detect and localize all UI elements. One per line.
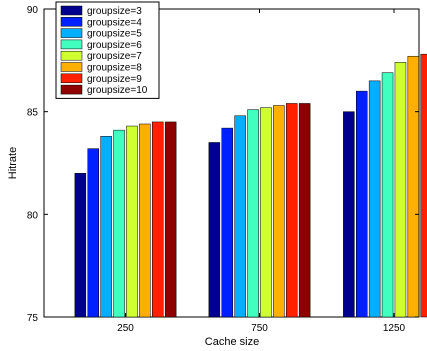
y-axis-title: Hitrate	[7, 147, 19, 179]
bar-groupsize-5-cache-750	[234, 115, 246, 318]
bar-groupsize-8-cache-250	[139, 123, 151, 318]
legend-label: groupsize=8	[87, 63, 142, 74]
y-tick-label: 90	[27, 5, 39, 16]
bar-groupsize-9-cache-750	[286, 103, 298, 318]
legend-label: groupsize=9	[87, 74, 142, 85]
legend-label: groupsize=5	[87, 29, 142, 40]
legend-swatch	[60, 84, 83, 95]
legend-label: groupsize=3	[87, 6, 142, 17]
bar-groupsize-3-cache-750	[208, 142, 221, 318]
y-tick-label: 75	[27, 313, 39, 324]
x-axis-title: Cache size	[205, 336, 259, 348]
x-tick-label: 250	[117, 323, 134, 334]
bar-groupsize-9-cache-250	[152, 121, 164, 318]
legend-label: groupsize=6	[87, 40, 142, 51]
legend-swatch	[60, 73, 83, 84]
legend-swatch	[60, 28, 83, 38]
legend-label: groupsize=7	[87, 51, 142, 62]
legend-swatch	[60, 5, 83, 16]
legend: groupsize=3groupsize=4groupsize=5groupsi…	[55, 1, 160, 99]
bar-groupsize-4-cache-750	[221, 127, 233, 318]
legend-label: groupsize=4	[87, 17, 142, 28]
y-tick-label: 85	[27, 108, 39, 119]
bar-groupsize-4-cache-250	[87, 148, 99, 318]
bar-groupsize-3-cache-250	[74, 173, 87, 318]
ticks-layer: 75 80 85 90 250 750 1250	[27, 5, 419, 334]
bar-groupsize-5-cache-1250	[368, 80, 381, 318]
legend-swatch	[60, 39, 83, 50]
bar-groupsize-10-cache-750	[298, 103, 311, 318]
bar-groupsize-8-cache-1250	[407, 55, 420, 318]
bar-groupsize-6-cache-750	[247, 109, 259, 318]
x-tick-label: 750	[251, 323, 268, 334]
bar-groupsize-7-cache-250	[126, 125, 138, 318]
bar-groupsize-3-cache-1250	[343, 111, 355, 318]
y-tick-label: 80	[27, 210, 39, 221]
bar-groupsize-9-cache-1250	[420, 53, 427, 318]
bar-groupsize-6-cache-250	[113, 129, 125, 318]
bar-groupsize-7-cache-750	[260, 107, 272, 318]
legend-swatch	[60, 17, 83, 27]
bar-groupsize-8-cache-750	[273, 105, 285, 318]
bar-groupsize-10-cache-250	[164, 121, 177, 318]
bar-groupsize-6-cache-1250	[381, 72, 394, 318]
bar-groupsize-4-cache-1250	[356, 90, 368, 318]
x-tick-label: 1250	[383, 323, 406, 334]
bars-layer	[74, 53, 427, 318]
legend-swatch	[60, 50, 83, 61]
bar-groupsize-7-cache-1250	[394, 62, 407, 318]
bar-groupsize-5-cache-250	[100, 136, 112, 318]
legend-label: groupsize=10	[87, 85, 148, 96]
legend-swatch	[60, 62, 83, 72]
